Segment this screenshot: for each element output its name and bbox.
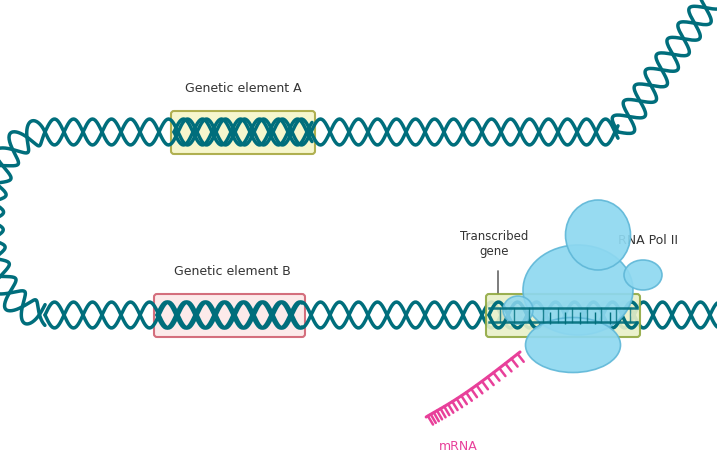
Text: RNA Pol II: RNA Pol II <box>618 234 678 247</box>
Ellipse shape <box>503 296 533 324</box>
FancyBboxPatch shape <box>486 294 640 337</box>
Ellipse shape <box>526 317 620 373</box>
Ellipse shape <box>566 200 630 270</box>
Ellipse shape <box>523 245 633 335</box>
Text: Transcribed
gene: Transcribed gene <box>460 230 528 258</box>
Text: Genetic element A: Genetic element A <box>185 82 301 95</box>
FancyBboxPatch shape <box>154 294 305 337</box>
Text: Genetic element B: Genetic element B <box>174 265 290 278</box>
FancyBboxPatch shape <box>171 111 315 154</box>
Text: mRNA: mRNA <box>439 440 478 453</box>
Ellipse shape <box>624 260 662 290</box>
